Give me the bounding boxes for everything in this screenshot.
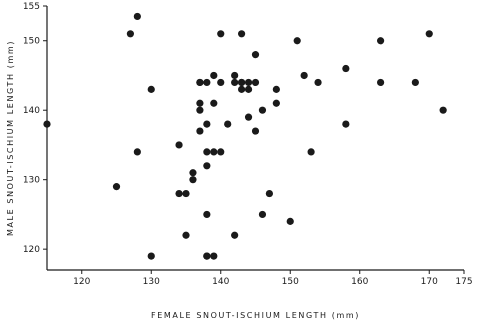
- data-point: [231, 231, 239, 239]
- data-point: [411, 78, 419, 87]
- data-point: [238, 30, 246, 38]
- y-axis-title: MALE SNOUT-ISCHIUM LENGTH (mm): [6, 40, 15, 236]
- data-point: [210, 148, 218, 156]
- data-point: [439, 106, 447, 114]
- data-point: [258, 106, 267, 114]
- data-point: [314, 78, 322, 87]
- data-point: [272, 85, 280, 93]
- data-point: [251, 78, 260, 87]
- data-point: [251, 127, 260, 135]
- y-tick-label-155: 155: [23, 2, 40, 12]
- x-tick-label-140: 140: [212, 277, 229, 287]
- y-tick-label-150: 150: [23, 37, 40, 47]
- data-point: [203, 120, 211, 128]
- data-points: [43, 12, 447, 260]
- data-point: [217, 148, 225, 156]
- data-point: [210, 71, 218, 80]
- data-point: [182, 231, 190, 239]
- data-point: [238, 85, 246, 93]
- data-point: [203, 252, 211, 260]
- data-point: [224, 120, 232, 128]
- data-point: [231, 78, 239, 87]
- y-tick-label-140: 140: [23, 106, 40, 116]
- x-axis-title: FEMALE SNOUT-ISCHIUM LENGTH (mm): [151, 311, 360, 320]
- data-point: [265, 189, 273, 198]
- data-point: [182, 189, 190, 198]
- data-point: [203, 210, 211, 219]
- data-point: [238, 78, 246, 87]
- data-point: [126, 30, 134, 38]
- x-tick-label-160: 160: [351, 277, 368, 287]
- x-tick-label-150: 150: [282, 277, 299, 287]
- data-point: [377, 78, 385, 87]
- x-tick-label-120: 120: [73, 277, 90, 287]
- data-point: [147, 252, 155, 260]
- data-point: [210, 99, 218, 107]
- data-point: [217, 30, 225, 38]
- data-point: [244, 113, 253, 121]
- x-tick-label-175: 175: [455, 277, 472, 287]
- data-point: [425, 30, 433, 38]
- data-point: [300, 71, 308, 80]
- data-point: [147, 85, 155, 93]
- data-point: [112, 183, 121, 191]
- data-point: [293, 37, 301, 45]
- data-point: [133, 148, 141, 156]
- data-point: [244, 78, 253, 87]
- data-point: [175, 189, 183, 198]
- data-point: [43, 120, 51, 128]
- data-point: [342, 64, 350, 73]
- x-ticks: 120 130 140 150 160 170 175: [73, 270, 473, 287]
- data-point: [196, 106, 204, 114]
- data-point: [196, 78, 204, 87]
- data-point: [231, 71, 239, 80]
- data-point: [203, 78, 211, 87]
- y-tick-label-130: 130: [23, 176, 40, 186]
- y-tick-label-120: 120: [23, 245, 40, 255]
- data-point: [203, 162, 211, 170]
- data-point: [189, 169, 197, 177]
- axes: [46, 6, 464, 271]
- data-point: [210, 252, 218, 260]
- data-point: [175, 141, 183, 149]
- x-tick-label-170: 170: [421, 277, 438, 287]
- data-point: [189, 176, 197, 184]
- data-point: [133, 12, 141, 21]
- x-tick-label-130: 130: [143, 277, 160, 287]
- data-point: [244, 85, 253, 93]
- data-point: [307, 148, 315, 156]
- data-point: [251, 51, 260, 59]
- data-point: [196, 99, 204, 107]
- data-point: [286, 217, 294, 225]
- data-point: [258, 210, 267, 219]
- data-point: [203, 148, 211, 156]
- data-point: [217, 78, 225, 87]
- data-point: [377, 37, 385, 45]
- data-point: [196, 127, 204, 135]
- data-point: [272, 99, 280, 107]
- data-point: [342, 120, 350, 128]
- y-ticks: 120 130 140 150 155: [23, 2, 47, 255]
